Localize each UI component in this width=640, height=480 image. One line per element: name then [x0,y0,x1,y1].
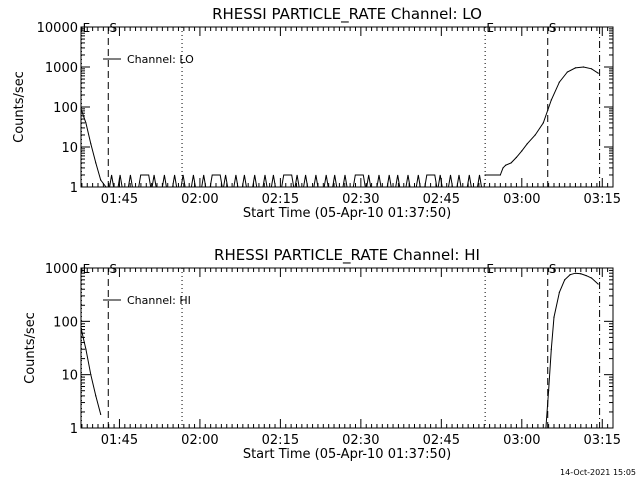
series-line [106,174,486,188]
data-point [585,275,587,277]
legend-label: Channel: LO [127,53,194,66]
marker-label: S [549,262,557,276]
x-tick-label: 03:15 [584,433,621,448]
data-point [553,316,555,318]
panel-lo: RHESSI PARTICLE_RATE Channel: LO 1 10 100 10… [12,5,621,221]
data-point [526,143,528,145]
data-point [545,427,547,429]
marker-label: S [109,21,117,35]
data-point [590,277,593,279]
y-tick-label: 10 [61,369,78,384]
y-axis-label: Counts/sec [23,312,38,384]
chart-title: RHESSI PARTICLE_RATE Channel: HI [214,246,480,265]
x-tick-label: 02:00 [181,192,218,207]
data-point [502,167,504,169]
x-tick-label: 02:45 [423,192,460,207]
data-point [566,71,569,73]
x-axis-label: Start Time (05-Apr-10 01:37:50) [243,447,451,462]
data-point [574,272,577,274]
data-point [515,156,518,158]
y-tick-label: 1000 [45,61,78,76]
y-tick-label: 1 [70,181,78,196]
x-tick-label: 02:00 [181,433,218,448]
x-axis-label: Start Time (05-Apr-10 01:37:50) [243,206,451,221]
marker-label: E [83,21,91,35]
x-tick-label: 02:15 [262,192,299,207]
y-tick-label: 100 [53,315,78,330]
data-point [499,174,501,176]
data-point [100,413,102,415]
data-point [85,348,87,350]
series-line [545,272,599,429]
data-point [521,150,523,152]
series-line [485,66,599,176]
y-tick-label: 1 [70,422,78,437]
data-point [558,81,560,83]
legend-label: Channel: HI [127,294,191,307]
data-point [90,374,92,376]
y-tick-label: 100 [53,101,78,116]
data-point [582,66,585,68]
panel-hi: RHESSI PARTICLE_RATE Channel: HI 1 10 100 10… [23,246,621,462]
data-point [569,274,571,276]
data-point [574,67,577,69]
plot-frame [80,26,614,188]
y-tick-label: 10 [61,141,78,156]
marker-label: S [549,21,557,35]
data-point [484,174,486,176]
data-point [550,99,552,101]
data-point [580,273,582,275]
x-tick-label: 03:00 [503,433,540,448]
data-point [505,164,507,166]
y-tick-label: 1000 [45,262,78,277]
marker-label: S [109,262,117,276]
plot-frame [80,267,614,429]
data-point [534,134,536,136]
x-tick-label: 02:15 [262,433,299,448]
data-point [550,348,552,350]
data-point [85,122,87,124]
marker-label: E [486,262,494,276]
x-tick-label: 03:00 [503,192,540,207]
marker-label: E [83,262,91,276]
data-point [558,291,560,293]
data-point [80,108,82,110]
chart-title: RHESSI PARTICLE_RATE Channel: LO [212,5,482,24]
x-tick-label: 03:15 [584,192,621,207]
y-axis-label: Counts/sec [12,71,27,143]
x-tick-label: 02:30 [342,192,379,207]
data-point [95,162,97,164]
data-point [590,68,593,70]
data-point [548,390,550,392]
data-point [90,143,92,145]
y-tick-label: 10000 [37,21,78,36]
x-tick-label: 02:30 [342,433,379,448]
x-tick-label: 01:45 [101,433,138,448]
data-point [95,395,97,397]
x-tick-label: 02:45 [423,433,460,448]
series-line [80,108,107,188]
x-tick-label: 01:45 [101,192,138,207]
data-point [597,283,599,285]
marker-label: E [486,21,494,35]
data-point [510,162,512,164]
data-point [597,72,599,74]
data-point [80,327,82,329]
series-line [80,327,102,415]
data-point [542,122,544,124]
data-point [564,279,566,281]
footer-timestamp: 14-Oct-2021 15:05 [560,468,636,477]
data-point [100,179,102,181]
